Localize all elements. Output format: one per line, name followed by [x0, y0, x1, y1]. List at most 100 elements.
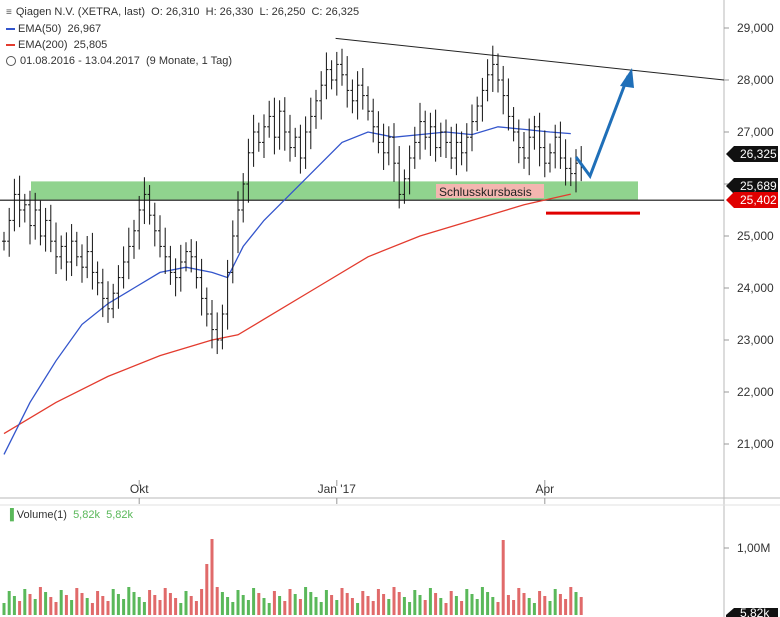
candle [178, 244, 183, 292]
volume-bar [413, 590, 417, 615]
volume-bar [226, 597, 230, 615]
volume-bar [174, 598, 178, 615]
candle [376, 111, 381, 154]
ema-layer [3, 126, 571, 455]
ema50-value: 26,967 [67, 23, 102, 35]
clock-icon [6, 56, 16, 67]
y-tick-label: 23,000 [737, 333, 774, 347]
candle [210, 299, 214, 349]
x-tick-label: Apr [535, 482, 554, 496]
volume-bar [106, 601, 110, 615]
volume-bar [85, 598, 89, 615]
volume-bar [434, 593, 438, 615]
support-price-tag: 25,689 [740, 179, 777, 193]
candles-layer [2, 45, 584, 355]
candle [132, 219, 136, 259]
volume-bar [18, 601, 22, 615]
candle [303, 116, 308, 169]
candle [423, 110, 428, 150]
candle [360, 68, 365, 110]
volume-bar [553, 589, 557, 615]
candle [475, 96, 480, 131]
candle [407, 145, 412, 195]
support-label-bg [436, 184, 544, 198]
candle [194, 241, 199, 289]
candle [59, 235, 64, 270]
volume-bar [2, 603, 6, 615]
volume-value-2: 5,82k [106, 509, 134, 521]
candle [548, 143, 552, 173]
volume-bar [579, 597, 583, 615]
candle [137, 195, 142, 250]
volume-bar [44, 592, 48, 615]
candle [496, 53, 500, 93]
volume-bar [153, 595, 157, 615]
candle [90, 232, 95, 290]
volume-bar [506, 595, 510, 615]
volume-bar [532, 603, 536, 615]
volume-bar [392, 587, 396, 615]
x-tick-label: Jan '17 [318, 482, 357, 496]
volume-bar [298, 599, 302, 615]
volume-bar [70, 600, 74, 615]
candle [69, 224, 74, 277]
ohlc-open: O: 26,310 [151, 6, 200, 18]
volume-bar [449, 591, 453, 615]
candle [470, 104, 474, 152]
candle [574, 149, 578, 193]
period-detail: (9 Monate, 1 Tag) [146, 55, 233, 67]
volume-bar [382, 594, 386, 615]
volume-bar [454, 596, 458, 615]
volume-bar [23, 589, 27, 615]
volume-icon: ▐ [6, 509, 14, 521]
volume-bar [7, 591, 11, 615]
volume-bar [460, 601, 464, 615]
candle [542, 130, 547, 178]
candle [319, 71, 324, 120]
candle [558, 121, 563, 169]
volume-bar [80, 593, 84, 615]
instrument-name: Qiagen N.V. (XETRA, last) [15, 6, 146, 18]
ema50-swatch [6, 28, 15, 31]
candle [142, 177, 147, 225]
candle [28, 190, 32, 245]
volume-bar [335, 600, 339, 615]
volume-bar [486, 592, 490, 615]
candle [485, 59, 490, 102]
candle [522, 132, 526, 169]
candle [308, 97, 313, 150]
candle [64, 232, 69, 281]
candle [43, 207, 48, 252]
last-price-tag: 26,325 [740, 147, 777, 161]
close-basis-tag-bg [726, 192, 778, 208]
volume-bar [408, 602, 412, 615]
y-tick-label: 29,000 [737, 21, 774, 35]
candle [236, 191, 240, 254]
volume-bar [241, 595, 245, 615]
volume-bar [49, 597, 53, 615]
volume-bar [564, 599, 568, 615]
volume-bar [168, 593, 172, 615]
candle [184, 242, 188, 272]
volume-bar [444, 603, 448, 615]
volume-y-tick-label: 1,00M [737, 541, 770, 555]
volume-last-tag: 5,82k [740, 606, 770, 617]
y-tick-label: 27,000 [737, 125, 774, 139]
volume-bar [423, 600, 427, 615]
candle [152, 202, 157, 247]
candle [256, 122, 261, 152]
ema200-line [3, 193, 571, 435]
candle [85, 236, 90, 279]
candle [371, 98, 376, 143]
support-price-tag-bg [726, 178, 778, 194]
volume-bar [501, 540, 505, 615]
candle [527, 118, 532, 176]
candle [444, 119, 448, 158]
volume-bar [439, 598, 443, 615]
candle [293, 127, 298, 157]
candle [147, 185, 152, 225]
candle [189, 239, 194, 273]
candle [314, 89, 318, 129]
candle [449, 126, 454, 169]
candle [366, 86, 370, 121]
